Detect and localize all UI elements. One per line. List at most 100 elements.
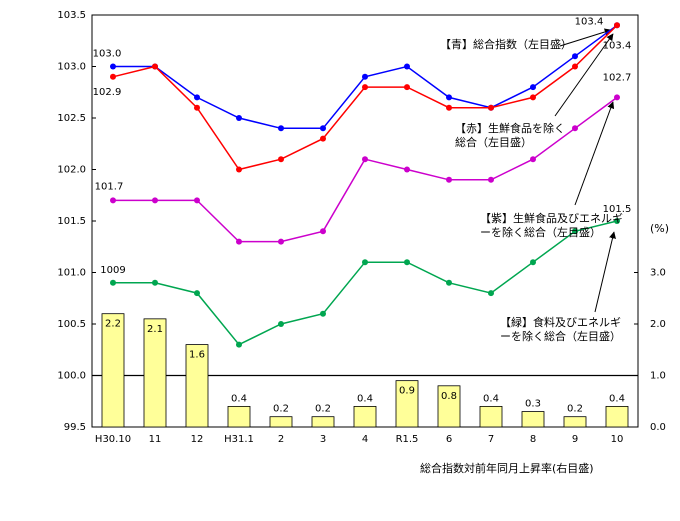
x-axis-label: 総合指数対前年同月上昇率(右目盛)	[420, 462, 594, 475]
bar-value-label: 0.4	[609, 393, 625, 404]
bar	[227, 405, 251, 428]
arrow	[554, 33, 614, 117]
bar-value-label: 2.2	[105, 319, 121, 330]
point	[236, 238, 242, 245]
point	[404, 259, 410, 266]
bar-value-label: 0.2	[567, 404, 583, 415]
point	[404, 166, 410, 173]
point	[488, 290, 494, 297]
x-tick-label: R1.5	[396, 434, 419, 445]
point	[236, 115, 242, 121]
y-tick-label: 99.5	[64, 422, 86, 433]
point	[572, 228, 578, 235]
bar-value-label: 0.2	[315, 404, 331, 415]
series-label: 【青】総合指数（左目盛）	[440, 38, 572, 51]
point	[362, 73, 368, 80]
y-tick-label: 102.5	[57, 113, 86, 124]
bar	[185, 344, 209, 428]
point	[320, 228, 326, 235]
point	[614, 94, 620, 101]
y-tick-label: 101.5	[57, 216, 86, 227]
point	[320, 135, 326, 142]
point	[278, 321, 284, 327]
x-tick-label: 2	[278, 434, 284, 445]
point	[194, 104, 200, 111]
bar	[269, 416, 293, 428]
x-tick-label: H31.1	[224, 434, 254, 445]
y-tick-label: 101.0	[57, 268, 86, 279]
point	[278, 125, 284, 132]
point	[320, 310, 326, 317]
bar	[395, 380, 419, 428]
y-tick-label: 100.0	[57, 371, 86, 382]
point	[110, 73, 116, 80]
x-tick-label: 12	[191, 434, 204, 445]
point	[194, 197, 200, 204]
bar-value-label: 0.4	[483, 393, 499, 404]
bar-value-label: 0.4	[231, 393, 247, 404]
point	[236, 341, 242, 348]
point	[572, 63, 578, 70]
y2-tick-label: 0.0	[650, 422, 666, 433]
x-tick-label: 10	[611, 434, 624, 445]
y2-tick-label: 1.0	[650, 371, 666, 382]
value-label: 1009	[100, 265, 125, 276]
arrow	[594, 231, 616, 313]
point	[278, 156, 284, 163]
x-tick-label: 7	[488, 434, 494, 445]
point	[614, 218, 620, 224]
point	[110, 197, 116, 204]
x-tick-label: 6	[446, 434, 452, 445]
point	[236, 166, 242, 173]
point	[152, 197, 158, 204]
point	[530, 84, 536, 91]
bar	[353, 405, 377, 428]
y-tick-label: 103.0	[57, 62, 86, 73]
point	[530, 259, 536, 266]
point	[362, 156, 368, 163]
x-tick-label: 11	[149, 434, 162, 445]
x-tick-label: 9	[572, 434, 578, 445]
point	[572, 125, 578, 132]
value-label: 103.0	[93, 49, 122, 60]
point	[488, 104, 494, 111]
bar	[143, 318, 167, 428]
y-tick-label: 102.0	[57, 165, 86, 176]
bar-value-label: 0.2	[273, 404, 289, 415]
x-tick-label: 8	[530, 434, 536, 445]
x-tick-label: 3	[320, 434, 326, 445]
point	[446, 176, 452, 183]
point	[488, 176, 494, 183]
bar	[479, 405, 503, 428]
y2-tick-label: 3.0	[650, 268, 666, 279]
bar-value-label: 2.1	[147, 324, 163, 335]
x-tick-label: 4	[362, 434, 368, 445]
bar-value-label: 0.8	[441, 391, 457, 402]
point	[194, 290, 200, 297]
bar	[437, 385, 461, 428]
point	[404, 63, 410, 70]
x-tick-label: H30.10	[95, 434, 131, 445]
bar-value-label: 0.4	[357, 393, 373, 404]
value-label: 103.4	[575, 16, 604, 27]
point	[446, 94, 452, 101]
point	[320, 125, 326, 132]
bar	[311, 416, 335, 428]
point	[572, 53, 578, 60]
value-label: 101.7	[95, 181, 124, 192]
bar-value-label: 0.9	[399, 386, 415, 397]
arrow	[559, 28, 612, 47]
bar	[521, 411, 545, 428]
point	[404, 84, 410, 91]
value-label: 102.7	[603, 72, 632, 83]
y2-tick-label: 2.0	[650, 319, 666, 330]
bar-value-label: 0.3	[525, 399, 541, 410]
point	[152, 63, 158, 70]
y-tick-label: 100.5	[57, 319, 86, 330]
y2-axis-label: (%)	[650, 222, 670, 235]
value-label: 101.5	[603, 204, 632, 215]
point	[530, 156, 536, 163]
bar	[605, 405, 629, 428]
